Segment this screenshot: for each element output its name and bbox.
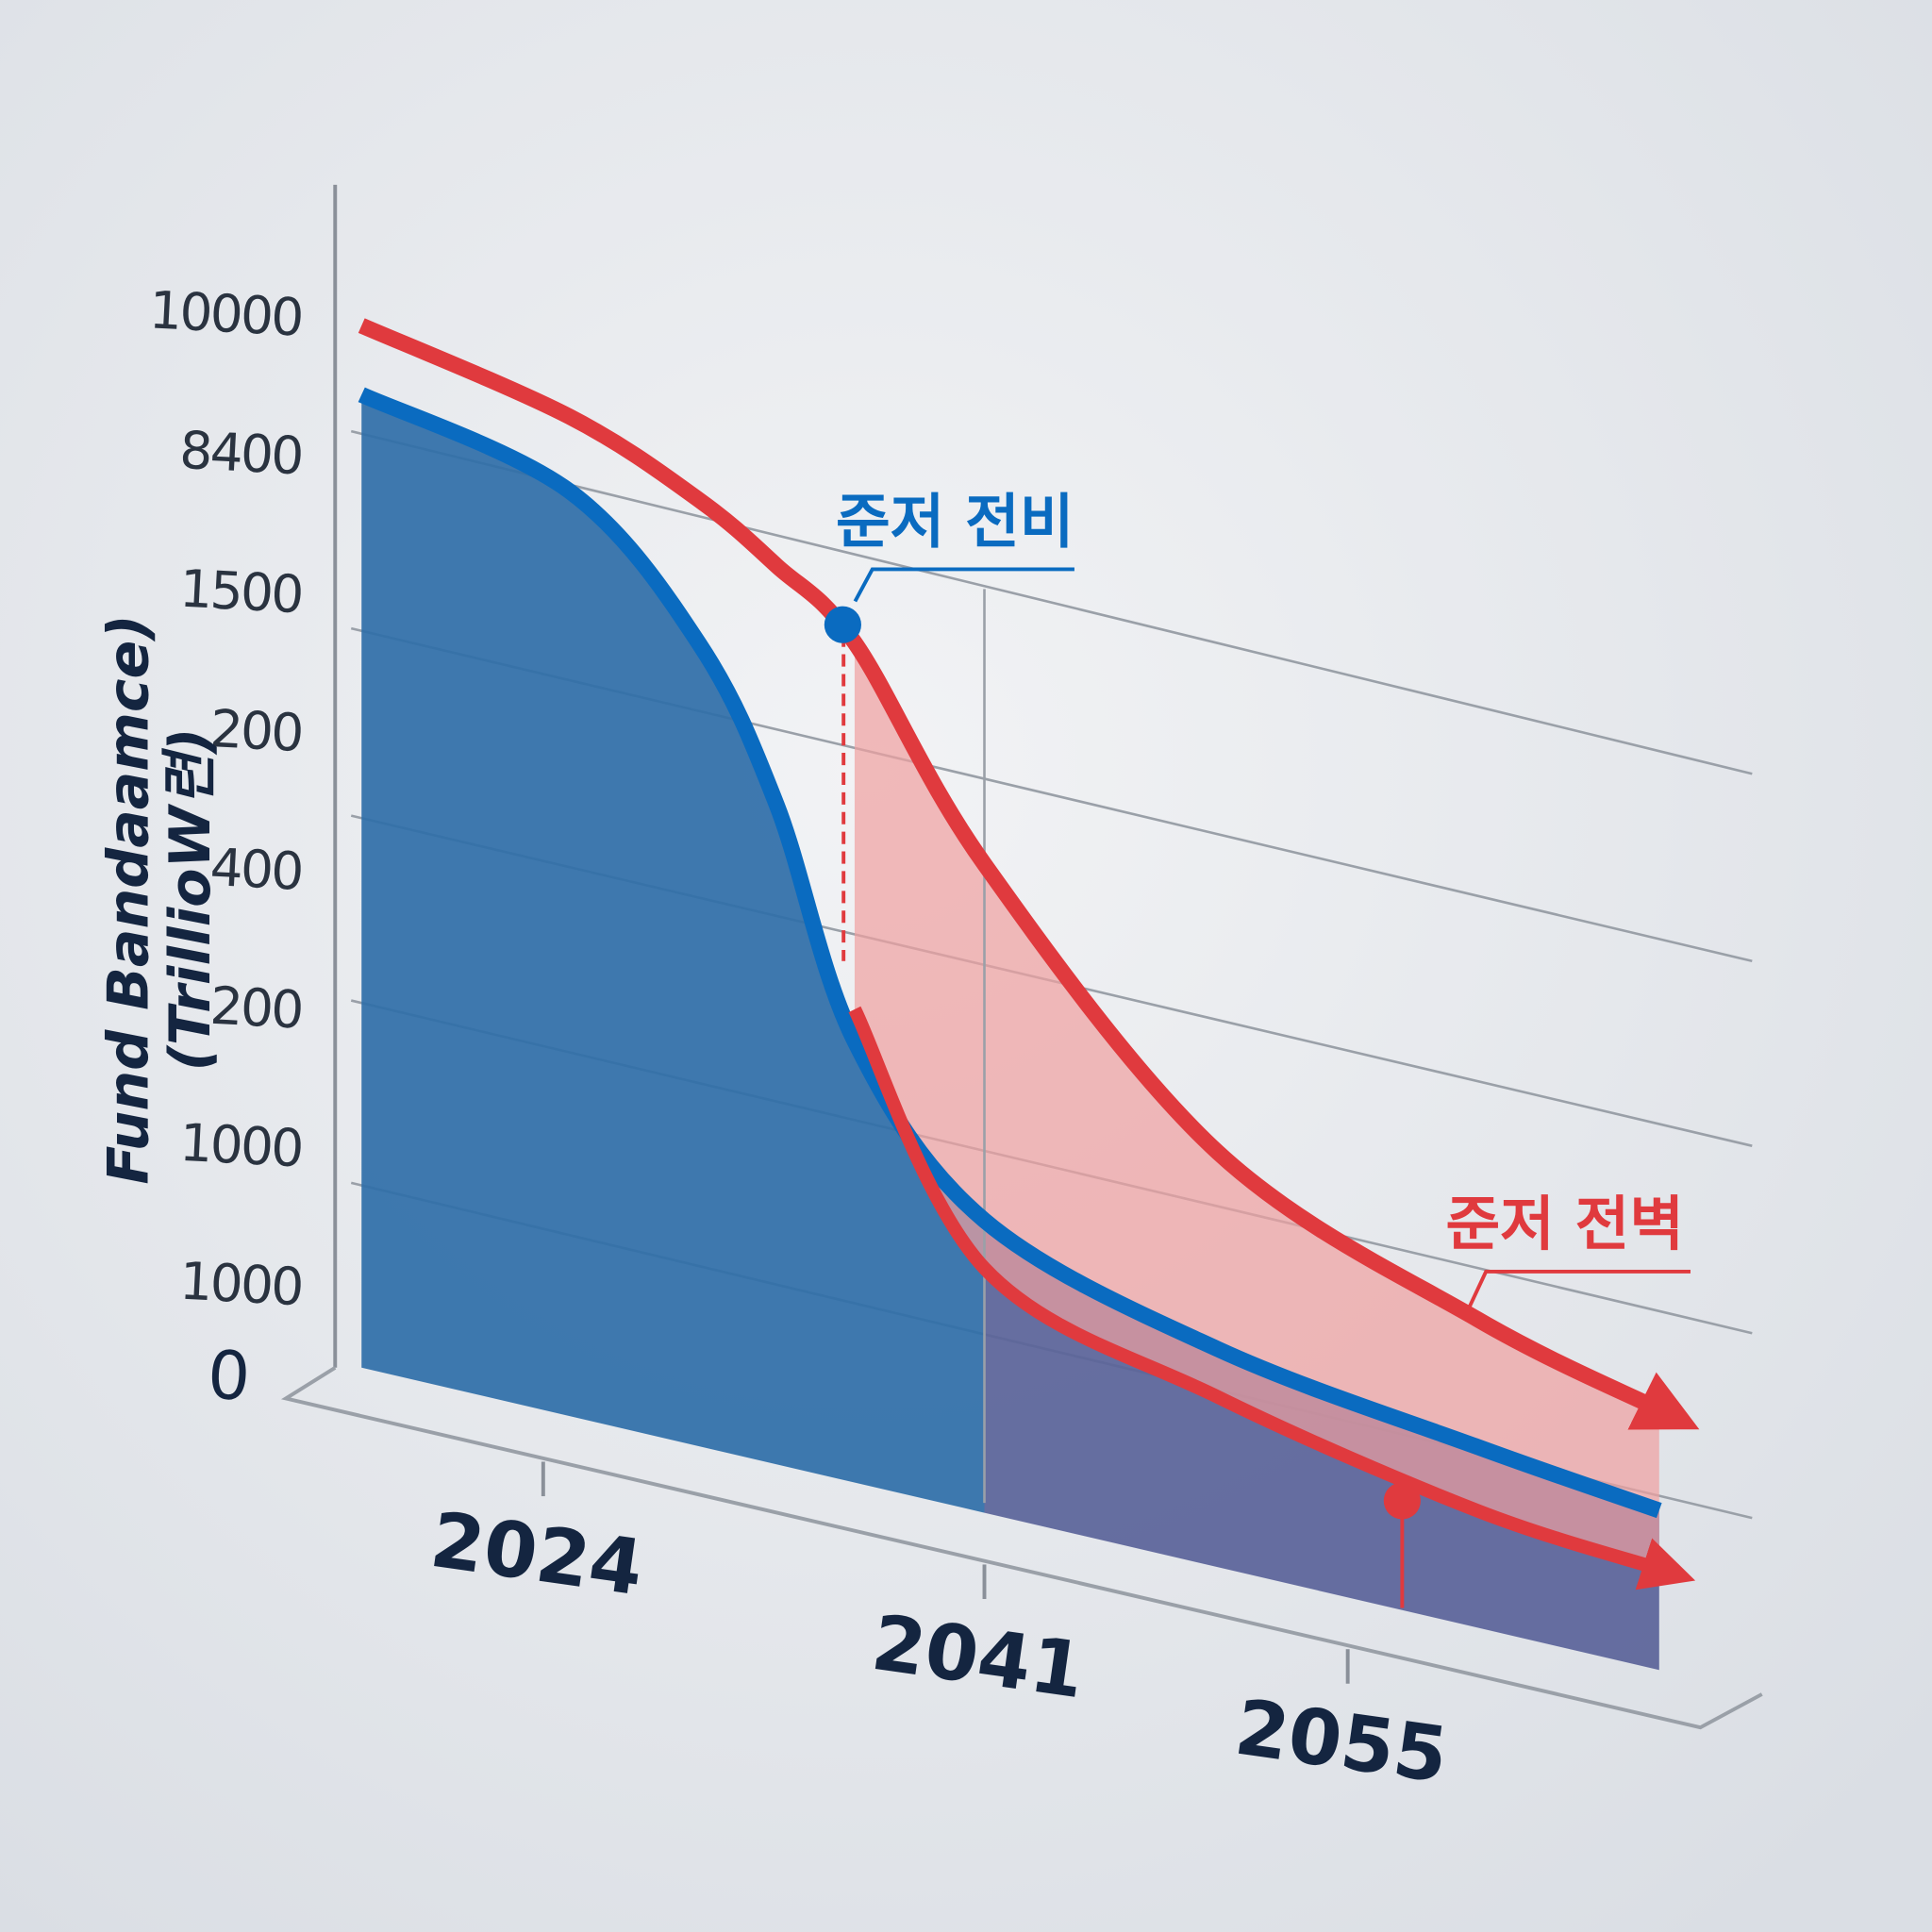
series-line <box>358 318 1700 1430</box>
series-line <box>358 387 1662 1519</box>
y-tick-label: 8400 <box>178 420 303 487</box>
leader-line <box>853 567 1074 603</box>
marker-dot <box>1383 1482 1421 1520</box>
marker-dot <box>824 606 861 643</box>
y-tick-label: 200 <box>208 698 303 763</box>
annotation: 준저 전비 <box>836 488 1074 557</box>
y-tick-label: 1000 <box>178 1112 303 1179</box>
floor <box>280 1366 1763 1730</box>
y-tick-label: 1000 <box>178 1251 303 1318</box>
area-before <box>361 394 985 1513</box>
y-tick-label: 10000 <box>148 279 304 347</box>
annotation: 준저 전벽 <box>1446 1190 1685 1258</box>
y-tick-label: 1500 <box>178 558 303 625</box>
gap-area <box>854 642 1659 1570</box>
y-tick-label: 200 <box>208 975 303 1041</box>
leader-line <box>1467 1269 1690 1309</box>
y-tick-label: 0 <box>206 1337 249 1416</box>
backdrop-line <box>350 429 1753 775</box>
series-line <box>848 1006 1696 1591</box>
y-axis-title: (TrillioW련) <box>158 727 224 1071</box>
y-axis-title: Fund Bandaamce) <box>96 614 162 1184</box>
y-tick-label: 400 <box>208 837 303 902</box>
